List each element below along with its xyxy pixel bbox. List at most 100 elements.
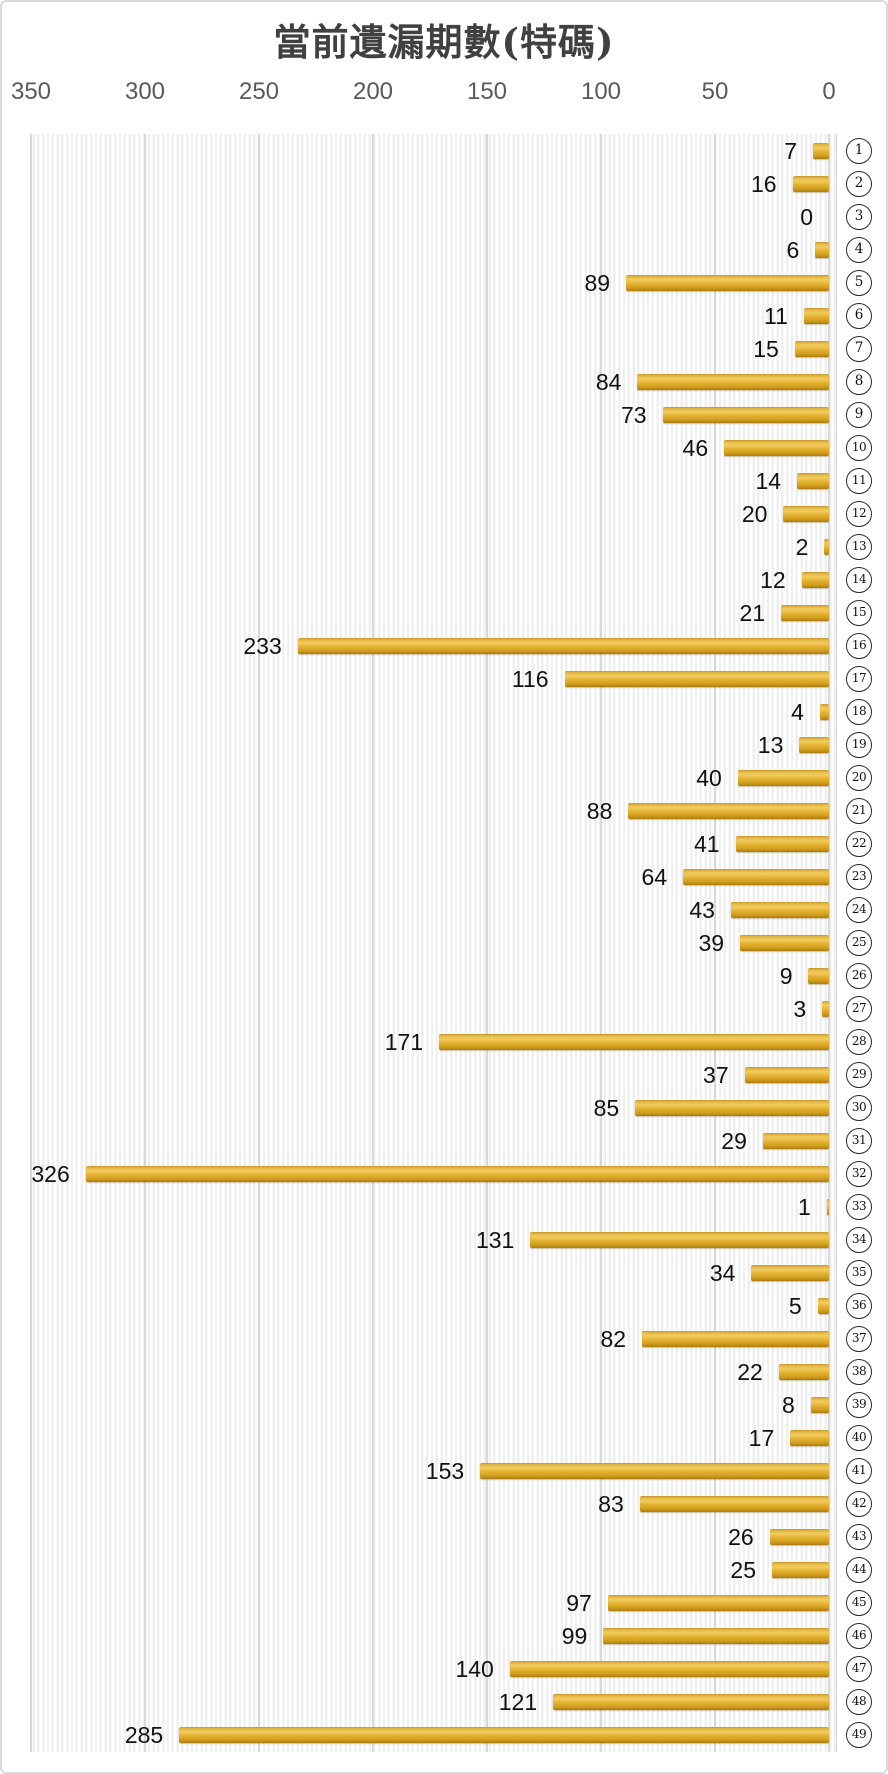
category-badge: 19 — [846, 731, 872, 758]
bar — [480, 1463, 829, 1480]
bar-value-label: 46 — [682, 434, 709, 461]
category-badge: 32 — [846, 1161, 872, 1188]
plot-area: 7 16 0 6 89 11 15 84 73 46 14 20 2 12 21 233 116 4 13 40 88 4… — [30, 134, 837, 1752]
category-badge: 42 — [846, 1491, 872, 1518]
bar — [724, 439, 829, 456]
category-badge: 41 — [846, 1458, 872, 1485]
bar — [810, 1397, 829, 1414]
bar — [744, 1067, 829, 1084]
bar-value-label: 83 — [598, 1491, 624, 1518]
category-badge: 5 — [846, 269, 872, 296]
bar — [794, 340, 829, 357]
bar-value-label: 285 — [124, 1722, 164, 1749]
category-badge: 28 — [846, 1029, 872, 1056]
bar — [603, 1628, 829, 1645]
bar-value-label: 85 — [593, 1095, 620, 1122]
bar-value-label: 41 — [693, 830, 720, 857]
bar-value-label: 140 — [455, 1656, 494, 1683]
x-axis-tick-label: 100 — [580, 78, 622, 105]
bar-value-label: 21 — [739, 599, 766, 626]
x-axis-tick-label: 350 — [10, 78, 52, 105]
bar — [817, 1298, 829, 1315]
category-badge: 25 — [846, 930, 872, 956]
bar — [826, 1199, 829, 1216]
category-badge: 39 — [846, 1392, 872, 1419]
bar-value-label: 9 — [779, 963, 793, 990]
category-badge: 30 — [846, 1095, 872, 1122]
category-badge: 4 — [846, 236, 872, 263]
bar-value-label: 43 — [689, 896, 715, 923]
bar — [564, 670, 829, 687]
bar — [819, 703, 829, 720]
category-badge: 6 — [846, 302, 872, 329]
bar — [803, 307, 829, 324]
category-badge: 15 — [846, 599, 872, 626]
category-badge: 17 — [846, 665, 872, 692]
x-axis-tick-label: 250 — [238, 78, 280, 105]
bar — [297, 637, 829, 654]
bar — [530, 1232, 829, 1249]
bar — [799, 736, 829, 753]
x-axis-tick-label: 300 — [124, 78, 166, 105]
bar — [639, 1496, 829, 1513]
x-axis-tick-label: 0 — [822, 78, 836, 105]
bar — [737, 769, 829, 786]
category-badge: 45 — [846, 1590, 872, 1617]
category-badge: 9 — [846, 401, 872, 428]
bar-value-label: 121 — [498, 1689, 538, 1716]
bar-value-label: 40 — [696, 764, 722, 791]
category-badge: 29 — [846, 1062, 872, 1089]
bar-value-label: 3 — [793, 996, 807, 1023]
category-badge: 44 — [846, 1557, 872, 1584]
x-axis-tick-label: 150 — [466, 78, 508, 105]
bar-value-label: 2 — [795, 533, 809, 560]
gridline — [714, 134, 716, 1752]
bar — [813, 142, 829, 159]
category-badge: 14 — [846, 566, 872, 593]
bar-value-label: 233 — [243, 632, 282, 659]
bar — [815, 241, 829, 258]
bar-value-label: 153 — [425, 1458, 465, 1485]
gridline — [486, 134, 488, 1752]
gridline — [372, 134, 374, 1752]
bar-value-label: 20 — [741, 500, 768, 527]
bar — [772, 1562, 829, 1579]
category-badge: 43 — [846, 1524, 872, 1551]
category-badge: 2 — [846, 170, 872, 197]
bar-value-label: 116 — [511, 665, 549, 692]
bar-value-label: 4 — [791, 698, 804, 725]
category-badge: 22 — [846, 830, 872, 857]
bar-value-label: 82 — [600, 1326, 627, 1353]
gridline — [258, 134, 260, 1752]
category-badge: 34 — [846, 1227, 872, 1254]
bar-value-label: 89 — [584, 269, 611, 296]
category-badge: 8 — [846, 368, 872, 395]
bar-value-label: 0 — [800, 203, 813, 230]
bar — [662, 406, 829, 423]
category-badge: 12 — [846, 500, 872, 527]
gridline — [600, 134, 602, 1752]
category-badge: 10 — [846, 434, 872, 461]
gridline — [144, 134, 146, 1752]
bar-value-label: 6 — [786, 236, 800, 263]
category-badge: 23 — [846, 863, 872, 890]
bar — [607, 1595, 829, 1612]
bar-value-label: 7 — [784, 137, 798, 164]
bar — [790, 1430, 829, 1447]
bar — [626, 274, 829, 291]
bar — [628, 802, 829, 819]
bar — [801, 571, 829, 588]
bar — [824, 538, 829, 555]
gridline — [828, 134, 830, 1752]
category-badge: 47 — [846, 1656, 872, 1683]
bar — [822, 1001, 829, 1018]
category-badge: 16 — [846, 632, 872, 659]
bar — [439, 1034, 829, 1051]
category-badge: 20 — [846, 764, 872, 791]
category-badge: 38 — [846, 1359, 872, 1386]
bar — [783, 505, 829, 522]
bar — [808, 968, 829, 985]
category-badge: 40 — [846, 1425, 872, 1452]
x-axis: 350 300 250 200 150 100 50 0 — [2, 78, 886, 108]
